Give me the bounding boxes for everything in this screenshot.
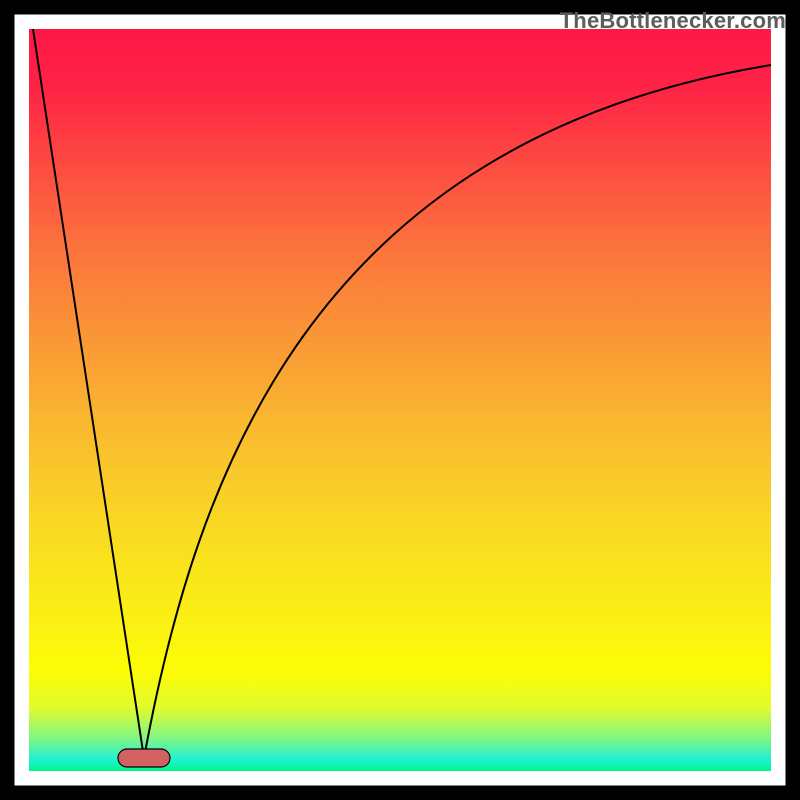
min-marker — [118, 749, 170, 767]
plot-background — [29, 29, 771, 771]
chart-container: TheBottlenecker.com — [0, 0, 800, 800]
bottleneck-chart — [0, 0, 800, 800]
